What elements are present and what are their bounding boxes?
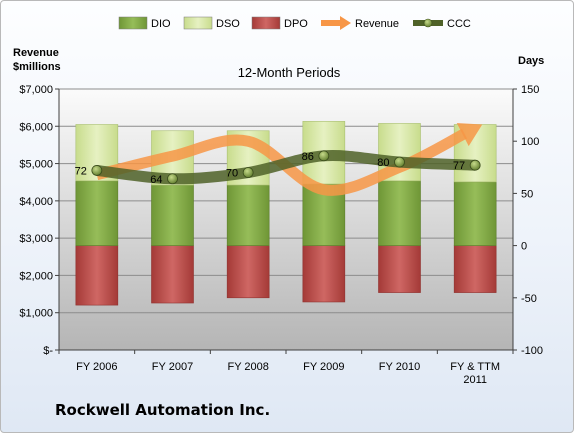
bar-dpo bbox=[75, 245, 119, 306]
legend-label-dpo: DPO bbox=[284, 18, 308, 30]
bar-series bbox=[75, 121, 497, 306]
axes: $- $1,000 $2,000 $3,000 $4,000 $5,000 $6,000 $7… bbox=[19, 84, 543, 386]
x-tick-label: FY 2010 bbox=[379, 361, 420, 373]
x-tick-label: FY & TTM bbox=[450, 361, 500, 373]
ccc-point bbox=[91, 165, 103, 176]
right-tick-label: -50 bbox=[521, 293, 537, 305]
left-axis-title-line2: $millions bbox=[13, 61, 61, 73]
left-axis-title-line1: Revenue bbox=[13, 47, 59, 59]
left-tick-label: $5,000 bbox=[19, 159, 53, 171]
bar-dio bbox=[453, 181, 497, 246]
right-tick-label: -100 bbox=[521, 345, 543, 357]
bar-dio bbox=[378, 180, 421, 246]
ccc-data-label: 70 bbox=[226, 168, 238, 180]
right-tick-label: 100 bbox=[521, 136, 539, 148]
bar-dio bbox=[75, 180, 119, 246]
company-name: Rockwell Automation Inc. bbox=[55, 401, 271, 419]
right-tick-label: 150 bbox=[521, 84, 539, 96]
ccc-point bbox=[394, 156, 405, 168]
x-tick-label: FY 2007 bbox=[152, 361, 193, 373]
legend-arrowhead-revenue bbox=[340, 16, 351, 30]
ccc-point bbox=[167, 173, 178, 185]
bar-dpo bbox=[453, 245, 497, 293]
right-tick-label: 0 bbox=[521, 241, 527, 253]
left-tick-label: $3,000 bbox=[19, 233, 53, 245]
legend-label-revenue: Revenue bbox=[355, 18, 399, 30]
left-tick-label: $2,000 bbox=[19, 270, 53, 282]
x-tick-label: FY 2006 bbox=[76, 361, 117, 373]
legend-swatch-dso bbox=[183, 16, 213, 30]
chart-title: 12-Month Periods bbox=[238, 65, 341, 80]
ccc-point bbox=[242, 167, 254, 178]
bar-dio bbox=[151, 184, 194, 246]
x-tick-label: FY 2008 bbox=[227, 361, 268, 373]
ccc-data-label: 80 bbox=[377, 157, 389, 169]
legend-label-ccc: CCC bbox=[447, 18, 471, 30]
plot-area bbox=[59, 89, 513, 350]
legend: DIO DSO DPO Revenue CCC bbox=[118, 16, 471, 30]
right-axis-title: Days bbox=[518, 55, 544, 67]
legend-marker-ccc bbox=[423, 18, 433, 28]
ccc-data-label: 72 bbox=[75, 165, 87, 177]
bar-dpo bbox=[302, 245, 346, 303]
legend-swatch-dpo bbox=[251, 16, 281, 30]
x-tick-label: FY 2009 bbox=[303, 361, 344, 373]
legend-swatch-dio bbox=[118, 16, 148, 30]
ccc-point bbox=[469, 159, 481, 171]
ccc-series: 72 64 70 86 80 77 bbox=[75, 150, 481, 186]
right-tick-label: 50 bbox=[521, 188, 533, 200]
left-tick-label: $- bbox=[43, 345, 53, 357]
bar-dpo bbox=[378, 245, 421, 293]
revenue-arrowhead bbox=[456, 123, 483, 147]
left-tick-label: $6,000 bbox=[19, 121, 53, 133]
ccc-data-label: 86 bbox=[302, 151, 314, 163]
ccc-data-label: 64 bbox=[150, 174, 162, 186]
ccc-line bbox=[96, 150, 476, 185]
left-tick-label: $1,000 bbox=[19, 308, 53, 320]
bar-dpo bbox=[151, 245, 194, 304]
legend-label-dso: DSO bbox=[216, 18, 240, 30]
ccc-point bbox=[318, 150, 330, 162]
left-tick-label: $4,000 bbox=[19, 196, 53, 208]
bar-dpo bbox=[226, 245, 270, 299]
ccc-data-label: 77 bbox=[453, 160, 465, 172]
bar-dio bbox=[226, 184, 270, 246]
legend-label-dio: DIO bbox=[151, 18, 171, 30]
left-tick-label: $7,000 bbox=[19, 84, 53, 96]
x-tick-label: 2011 bbox=[463, 374, 487, 386]
